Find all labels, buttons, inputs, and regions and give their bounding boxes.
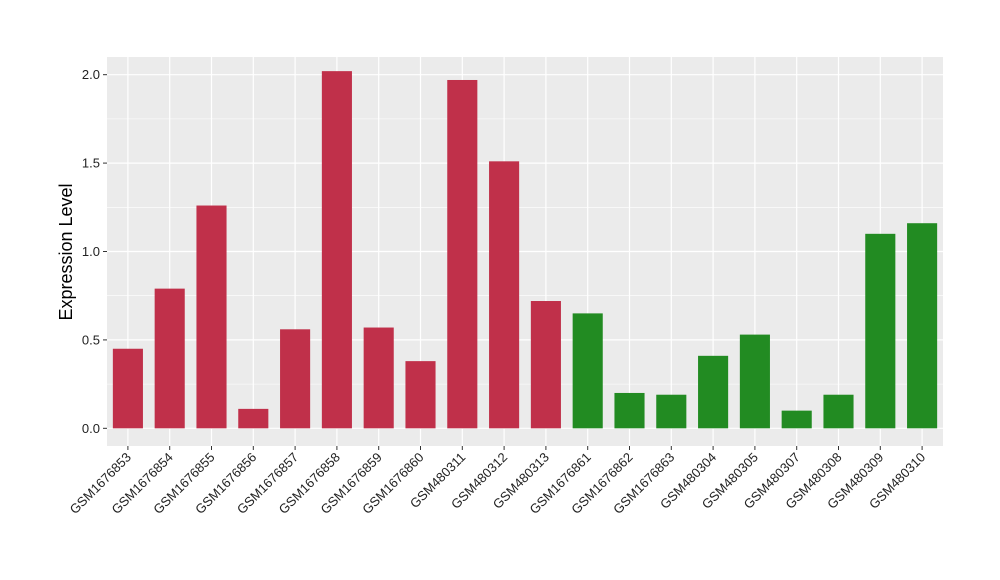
bar: [656, 394, 687, 429]
bar: [405, 361, 436, 429]
bar: [154, 288, 185, 429]
y-tick-label: 1.0: [82, 244, 100, 259]
y-axis: 0.0 0.5 1.0 1.5 2.0: [82, 67, 107, 436]
bar: [823, 394, 854, 429]
bar: [530, 301, 561, 429]
bar: [280, 329, 311, 429]
bar: [238, 408, 269, 429]
bar: [489, 161, 520, 429]
y-tick-label: 1.5: [82, 156, 100, 171]
bar: [698, 355, 729, 429]
y-axis-title: Expression Level: [56, 183, 76, 320]
bar: [363, 327, 394, 429]
bar: [907, 223, 938, 429]
bar: [321, 71, 352, 429]
y-tick-label: 0.0: [82, 421, 100, 436]
bar: [572, 313, 603, 429]
y-tick-label: 0.5: [82, 332, 100, 347]
x-axis: GSM1676853GSM1676854GSM1676855GSM1676856…: [67, 446, 928, 517]
minor-gridlines: [107, 118, 943, 385]
bar: [781, 410, 812, 429]
bars: [112, 71, 938, 429]
bar: [865, 233, 896, 429]
bar: [447, 79, 478, 429]
y-tick-label: 2.0: [82, 67, 100, 82]
bar: [614, 392, 645, 429]
bar: [196, 205, 227, 429]
bar: [739, 334, 770, 429]
bar: [112, 348, 143, 429]
